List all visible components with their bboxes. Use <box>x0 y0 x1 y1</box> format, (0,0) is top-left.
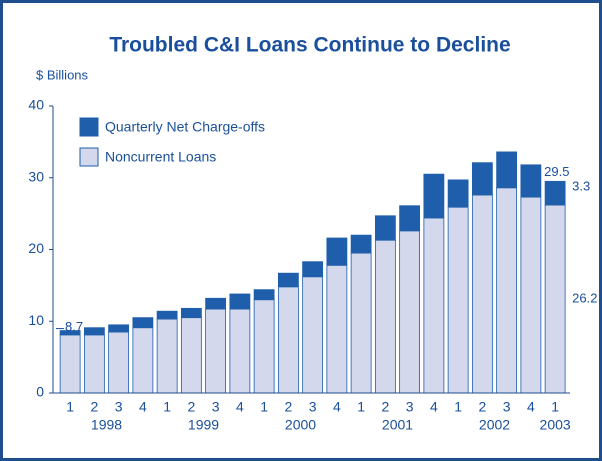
value-label: 3.3 <box>572 179 590 194</box>
x-tick-label: 4 <box>333 399 341 415</box>
bar-segment <box>277 272 299 288</box>
x-group-label: 2003 <box>540 417 571 433</box>
bar-segment <box>447 206 469 394</box>
bar-segment <box>423 173 445 219</box>
bar-segment <box>59 334 81 394</box>
x-tick-label: 3 <box>406 399 414 415</box>
y-axis-label: $ Billions <box>36 67 89 82</box>
bar-segment <box>229 293 251 310</box>
y-tick-label: 40 <box>28 97 44 113</box>
bar-segment <box>108 324 130 333</box>
value-label: 26.2 <box>572 290 597 305</box>
bar-segment <box>544 204 566 394</box>
x-tick-label: 4 <box>139 399 147 415</box>
bar-segment <box>302 261 324 278</box>
x-group-label: 2001 <box>382 417 413 433</box>
bar-segment <box>205 308 227 394</box>
x-tick-label: 3 <box>503 399 511 415</box>
bar-segment <box>374 215 396 241</box>
bar-segment <box>180 317 202 394</box>
x-tick-label: 2 <box>284 399 292 415</box>
x-group-label: 2002 <box>479 417 510 433</box>
bar-segment <box>156 318 178 394</box>
bar-segment <box>544 180 566 206</box>
y-tick-label: 10 <box>28 312 44 328</box>
x-tick-label: 2 <box>90 399 98 415</box>
bar-segment <box>447 179 469 208</box>
bar-segment <box>326 237 348 266</box>
x-tick-label: 1 <box>163 399 171 415</box>
x-tick-label: 1 <box>66 399 74 415</box>
x-group-label: 1999 <box>188 417 219 433</box>
bar-segment <box>471 194 493 394</box>
x-tick-label: 2 <box>478 399 486 415</box>
x-group-label: 2000 <box>285 417 316 433</box>
x-tick-label: 1 <box>357 399 365 415</box>
bar-segment <box>496 187 518 394</box>
legend-swatch <box>79 117 99 137</box>
bar-segment <box>205 297 227 310</box>
bar-segment <box>83 327 105 336</box>
bar-segment <box>253 299 275 394</box>
y-tick-label: 20 <box>28 240 44 256</box>
bar-segment <box>520 164 542 198</box>
bar-segment <box>471 162 493 196</box>
bar-segment <box>277 286 299 394</box>
bar-segment <box>229 308 251 394</box>
legend-label: Quarterly Net Charge-offs <box>105 119 265 135</box>
x-tick-label: 1 <box>454 399 462 415</box>
bar-segment <box>350 234 372 254</box>
bar-segment <box>108 331 130 394</box>
x-tick-label: 3 <box>309 399 317 415</box>
x-tick-label: 2 <box>381 399 389 415</box>
bar-segment <box>374 239 396 394</box>
bar-segment <box>83 334 105 394</box>
bar-segment <box>253 289 275 301</box>
y-tick-label: 0 <box>36 384 44 400</box>
bar-segment <box>350 252 372 394</box>
bar-segment <box>156 310 178 320</box>
bar-segment <box>59 330 81 336</box>
annotation: 29.5 <box>544 164 569 179</box>
x-tick-label: 3 <box>115 399 123 415</box>
x-group-label: 1998 <box>91 417 122 433</box>
x-tick-label: 1 <box>551 399 559 415</box>
bar-segment <box>520 196 542 394</box>
bar-segment <box>423 217 445 394</box>
bar-segment <box>326 264 348 394</box>
chart-title: Troubled C&I Loans Continue to Decline <box>109 34 510 57</box>
x-tick-label: 4 <box>236 399 244 415</box>
annotation: 8.7 <box>65 319 83 334</box>
x-tick-label: 3 <box>212 399 220 415</box>
bar-segment <box>399 205 421 232</box>
bar-segment <box>132 317 154 329</box>
legend-label: Noncurrent Loans <box>105 149 216 165</box>
x-tick-label: 2 <box>187 399 195 415</box>
legend-swatch <box>79 147 99 167</box>
x-tick-label: 4 <box>527 399 535 415</box>
y-tick-label: 30 <box>28 168 44 184</box>
x-tick-label: 4 <box>430 399 438 415</box>
bar-segment <box>399 230 421 394</box>
x-tick-label: 1 <box>260 399 268 415</box>
bar-segment <box>496 151 518 189</box>
bar-segment <box>302 276 324 394</box>
bar-segment <box>180 307 202 319</box>
bar-segment <box>132 327 154 394</box>
